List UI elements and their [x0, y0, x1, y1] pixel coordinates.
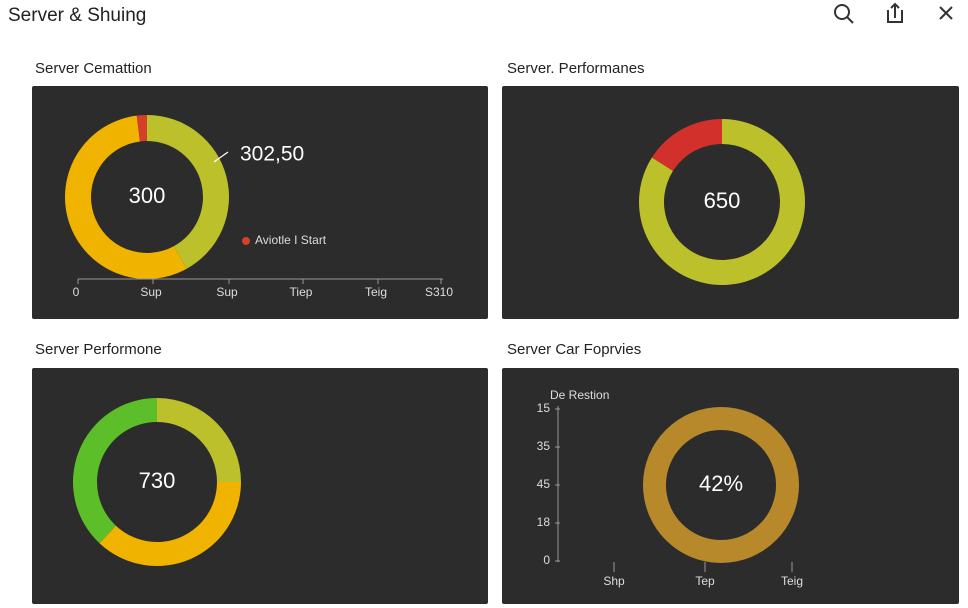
y-tick-label: 15 [537, 401, 551, 415]
panel-title: Server Performone [35, 341, 162, 358]
axis-title: De Restion [550, 388, 609, 402]
x-tick-label: Sup [140, 285, 162, 299]
panel-body [32, 368, 488, 604]
panel: Server Performone 730 [32, 341, 488, 604]
close-icon[interactable] [939, 6, 953, 20]
donut-slice [73, 398, 157, 544]
x-tick-label: Tiep [290, 285, 313, 299]
panel-title: Server Cemattion [35, 60, 152, 77]
y-tick-label: 18 [537, 515, 551, 529]
donut-slice [99, 482, 241, 566]
panel-title: Server Car Foprvies [507, 341, 641, 358]
donut-slice [157, 398, 241, 482]
donut-slice [651, 119, 722, 171]
center-label: 730 [139, 468, 176, 493]
donut-slice [65, 115, 187, 279]
search-icon[interactable] [834, 4, 854, 24]
donut-slice [147, 115, 229, 269]
center-label: 300 [129, 183, 166, 208]
panel: Server. Performanes 650 [502, 60, 959, 319]
x-tick-label: Tep [695, 574, 715, 588]
center-label: 42% [699, 471, 743, 496]
x-tick-label: Teig [365, 285, 387, 299]
panel-body [32, 86, 488, 319]
panel-title: Server. Performanes [507, 60, 645, 77]
window-title: Server & Shuing [8, 5, 146, 26]
center-label: 650 [704, 188, 741, 213]
donut-slice [639, 119, 806, 285]
share-icon[interactable] [887, 2, 903, 23]
donut-slice [643, 407, 799, 563]
panel: Server Cemattion 300 302,50 Aviotle I Start… [32, 60, 488, 319]
donut-slice [136, 115, 147, 142]
x-tick-label: Sup [216, 285, 238, 299]
x-tick-label: 0 [73, 285, 80, 299]
y-tick-label: 0 [543, 553, 550, 567]
x-tick-label: Shp [603, 574, 625, 588]
x-tick-label: S310 [425, 285, 453, 299]
callout: 302,50 [240, 143, 304, 166]
y-tick-label: 45 [537, 477, 551, 491]
callout-arrow [213, 151, 229, 163]
legend-dot [242, 237, 250, 245]
x-tick-label: Teig [781, 574, 803, 588]
panel-body [502, 368, 959, 604]
y-tick-label: 35 [537, 439, 551, 453]
panel-body [502, 86, 959, 319]
legend-label: Aviotle I Start [255, 233, 327, 247]
